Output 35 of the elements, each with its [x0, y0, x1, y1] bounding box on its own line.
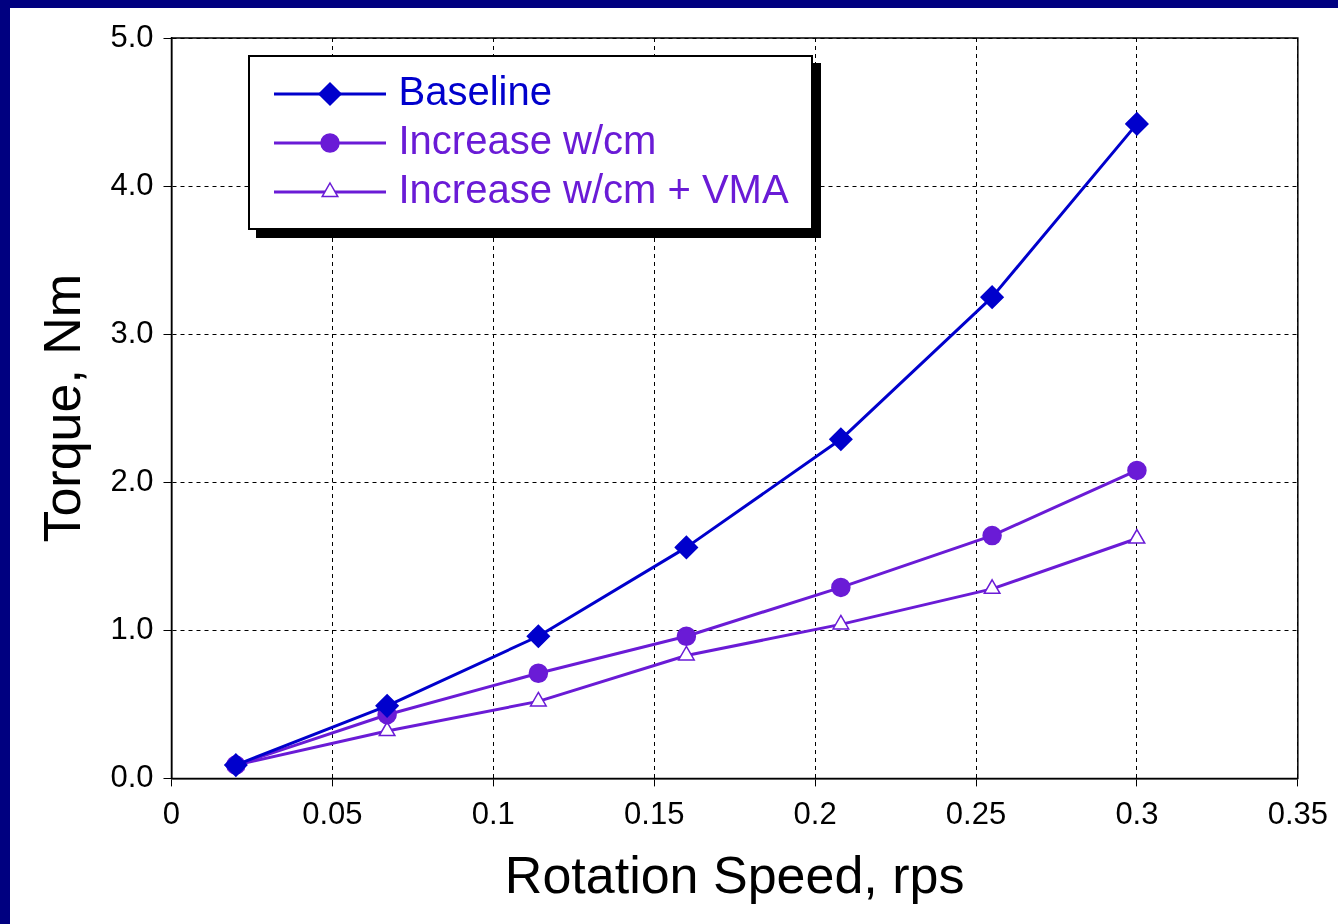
x-tick-label: 0.35: [1267, 795, 1328, 831]
y-tick-label: 5.0: [110, 18, 154, 54]
point: [1127, 460, 1147, 481]
point: [982, 525, 1002, 546]
y-axis-title: Torque, Nm: [32, 273, 91, 543]
y-tick-label: 2.0: [110, 462, 154, 498]
x-tick-label: 0.3: [1115, 795, 1159, 831]
legend-label: Baseline: [398, 69, 552, 113]
x-tick-label: 0.2: [793, 795, 837, 831]
y-tick-label: 4.0: [110, 166, 154, 202]
x-tick-label: 0.15: [624, 795, 685, 831]
point: [528, 663, 549, 684]
y-tick-label: 1.0: [110, 610, 154, 646]
point: [1128, 528, 1146, 544]
y-tick-label: 3.0: [110, 314, 154, 350]
legend-label: Increase w/cm + VMA: [398, 167, 789, 211]
point: [980, 285, 1004, 309]
point: [1125, 112, 1149, 136]
x-tick-label: 0.05: [302, 795, 363, 831]
x-tick-label: 0.1: [471, 795, 515, 831]
y-tick-label: 0.0: [110, 758, 154, 794]
point: [831, 577, 851, 598]
point: [526, 624, 551, 648]
x-tick-label: 0: [162, 795, 181, 831]
x-axis-title: Rotation Speed, rps: [504, 846, 965, 905]
point: [677, 645, 695, 661]
point: [832, 614, 850, 630]
point: [375, 694, 399, 718]
point: [983, 579, 1001, 595]
point: [829, 427, 853, 452]
x-tick-label: 0.25: [945, 795, 1007, 831]
point: [529, 691, 547, 707]
point: [676, 626, 697, 646]
legend-label: Increase w/cm: [398, 118, 657, 162]
point: [674, 535, 699, 560]
